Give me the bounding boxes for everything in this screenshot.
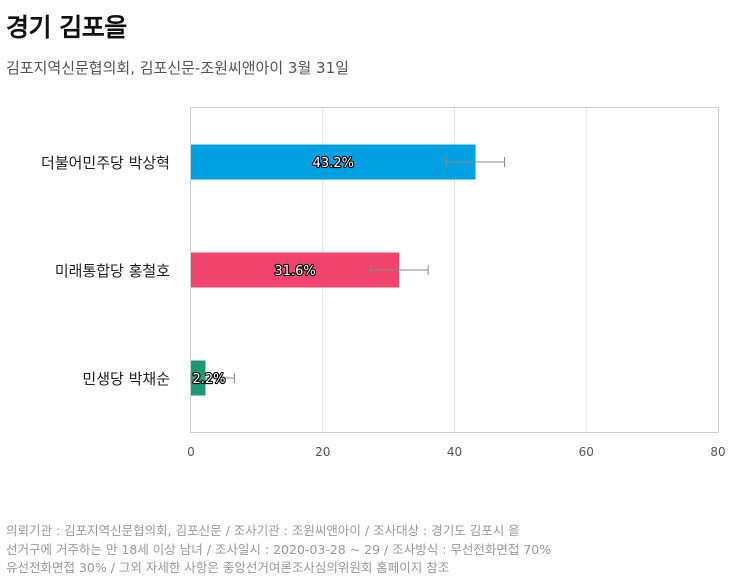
footer-line: 유선전화면접 30% / 그외 자세한 사항은 중앙선거여론조사심의위원회 홈페… bbox=[6, 560, 450, 575]
page-title: 경기 김포을 bbox=[6, 13, 127, 42]
footer-line: 의뢰기관 : 김포지역신문협의회, 김포신문 / 조사기관 : 조원씨앤아이 /… bbox=[6, 523, 520, 538]
x-axis-ticks: 0 20 40 60 80 bbox=[187, 445, 725, 459]
x-tick-label: 20 bbox=[315, 445, 330, 459]
page-subtitle: 김포지역신문협의회, 김포신문-조원씨앤아이 3월 31일 bbox=[6, 59, 349, 77]
x-tick-label: 0 bbox=[187, 445, 195, 459]
category-label: 민생당 박채순 bbox=[82, 370, 170, 388]
x-tick-label: 80 bbox=[710, 445, 725, 459]
x-tick-label: 40 bbox=[447, 445, 462, 459]
error-bars bbox=[190, 157, 506, 383]
bar-value-label: 31.6% bbox=[274, 264, 315, 279]
x-tick-label: 60 bbox=[579, 445, 594, 459]
bar-value-label: 43.2% bbox=[313, 156, 354, 171]
footer-note: 의뢰기관 : 김포지역신문협의회, 김포신문 / 조사기관 : 조원씨앤아이 /… bbox=[6, 522, 726, 578]
bar-labels: 43.2% 31.6% 2.2% bbox=[191, 155, 355, 388]
footer-line: 선거구에 거주하는 만 18세 이상 남녀 / 조사일시 : 2020-03-2… bbox=[6, 541, 552, 557]
category-label: 더불어민주당 박상혁 bbox=[41, 154, 170, 172]
bar bbox=[191, 144, 476, 180]
bar-value-label: 2.2% bbox=[192, 372, 225, 387]
bar bbox=[191, 252, 400, 288]
category-label: 미래통합당 홍철호 bbox=[55, 262, 170, 280]
